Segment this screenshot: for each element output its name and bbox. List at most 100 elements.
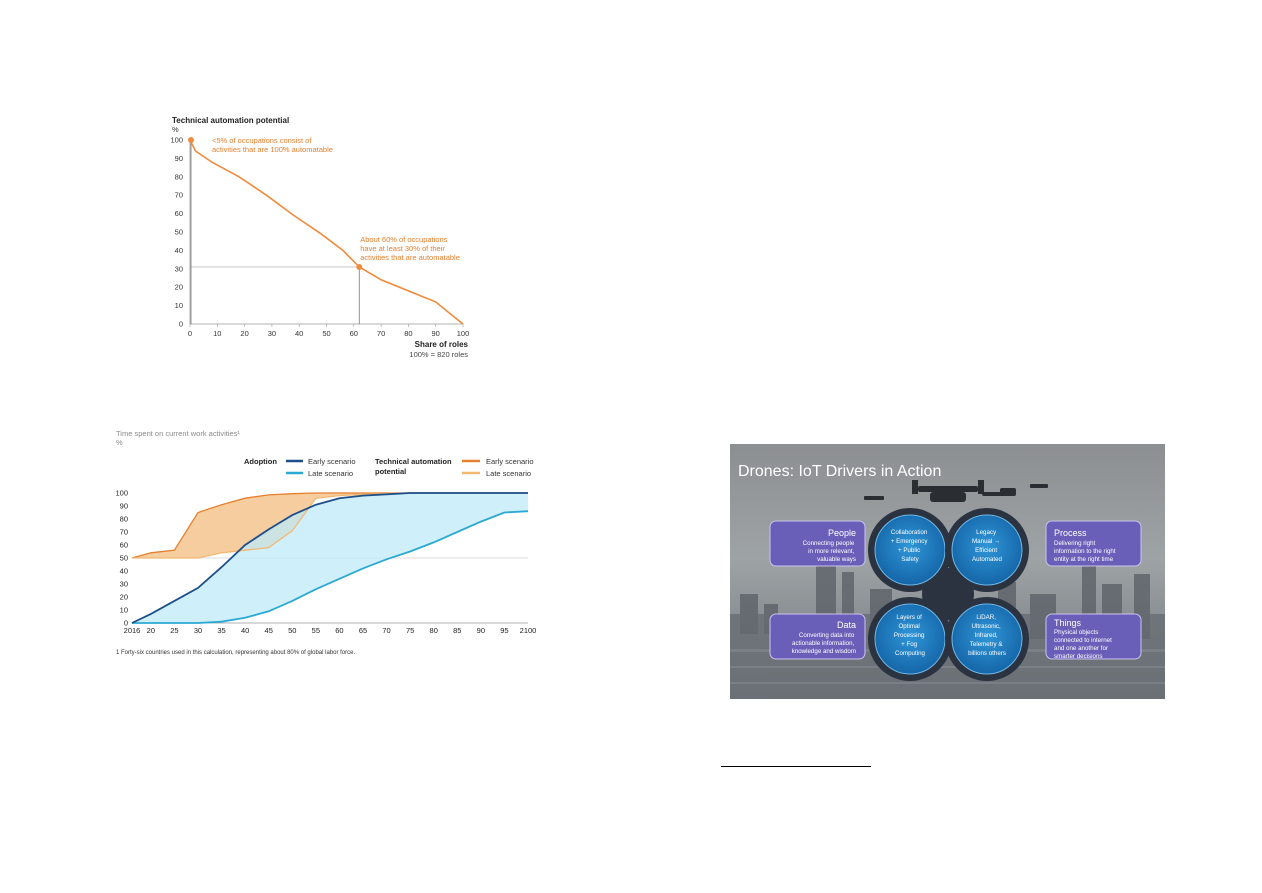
driver-box-things: Things Physical objects connected to int…: [1045, 613, 1142, 660]
y-tick-label: 0: [179, 320, 183, 329]
driver-box-data: Data Converting data into actionable inf…: [769, 613, 866, 660]
figure-title: Drones: IoT Drivers in Action: [738, 463, 941, 480]
chart-footnote: 1 Forty-six countries used in this calcu…: [116, 650, 355, 656]
adoption-band: [132, 493, 528, 623]
automation-potential-chart: Technical automation potential % 0 10 20 30…: [170, 116, 469, 359]
driver-title-people: People: [828, 528, 856, 538]
x-tick-label: 95: [500, 626, 508, 635]
legend-adoption-early: Early scenario: [308, 457, 356, 466]
chart-title: Technical automation potential: [172, 116, 289, 125]
y-tick-label: 30: [120, 580, 128, 589]
x-tick-label: 30: [194, 626, 202, 635]
y-tick-label: 20: [175, 283, 183, 292]
driver-box-process: Process Delivering right information to …: [1045, 520, 1142, 567]
chart-axes: 0 10 20 30 40 50 60 70 80 90 100 0 10 20 30 40 50 60 70 80 9…: [170, 136, 469, 339]
y-tick-label: 90: [120, 502, 128, 511]
x-tick-label: 80: [430, 626, 438, 635]
y-axis-unit: %: [172, 125, 179, 134]
chart-title: Time spent on current work activities¹: [116, 429, 240, 438]
y-axis-unit: %: [116, 438, 123, 447]
rotor-text-processing: Layers of Optimal Processing + Fog Compu…: [894, 614, 926, 657]
x-tick-label: 70: [377, 329, 385, 338]
x-tick-label: 0: [188, 329, 192, 338]
legend-tap-late: Late scenario: [486, 469, 531, 478]
legend-adoption-late: Late scenario: [308, 469, 353, 478]
y-tick-label: 50: [120, 554, 128, 563]
legend-tap-label: Technical automation potential: [375, 457, 454, 476]
series-adoption-late-line: [132, 510, 529, 624]
y-tick-label: 70: [120, 528, 128, 537]
automation-curve: [189, 139, 464, 325]
y-tick-label: 50: [175, 228, 183, 237]
x-tick-label: 90: [477, 626, 485, 635]
y-tick-label: 70: [175, 191, 183, 200]
x-tick-label: 55: [312, 626, 320, 635]
chart-annotations: <5% of occupations consist of activities …: [212, 136, 460, 262]
x-tick-label: 50: [322, 329, 330, 338]
x-tick-label: 90: [432, 329, 440, 338]
x-tick-label: 2100: [520, 626, 537, 635]
automation-potential-band: [132, 493, 528, 558]
x-tick-label: 35: [217, 626, 225, 635]
x-axis-note: 100% = 820 roles: [409, 350, 468, 359]
driver-text-people: Connecting people in more relevant, valu…: [803, 540, 856, 563]
driver-text-process: Delivering right information to the righ…: [1054, 540, 1117, 563]
chart-legend: Adoption Early scenario Late scenario Te…: [244, 457, 534, 478]
x-tick-label: 100: [457, 329, 470, 338]
footnote-separator: [721, 766, 871, 767]
legend-adoption-label: Adoption: [244, 457, 277, 466]
x-tick-label: 60: [350, 329, 358, 338]
drones-iot-figure: Drones: IoT Drivers in Action Collaborat…: [730, 444, 1165, 699]
x-tick-label: 20: [240, 329, 248, 338]
y-tick-label: 100: [170, 136, 183, 145]
reference-lines: [190, 140, 360, 324]
y-tick-label: 80: [120, 515, 128, 524]
x-tick-label: 80: [404, 329, 412, 338]
y-tick-label: 30: [175, 264, 183, 273]
annotation-100-percent: <5% of occupations consist of activities …: [212, 136, 333, 154]
x-tick-label: 85: [453, 626, 461, 635]
x-tick-label: 65: [359, 626, 367, 635]
point-60-percent: [356, 263, 363, 270]
series-adoption-early-line: [131, 492, 528, 624]
y-tick-label: 0: [124, 619, 128, 628]
x-tick-label: 50: [288, 626, 296, 635]
y-tick-label: 10: [175, 301, 183, 310]
legend-tap-early: Early scenario: [486, 457, 534, 466]
driver-text-things: Physical objects connected to internet a…: [1054, 629, 1114, 660]
rotor-text-sensors: LiDAR, Ultrasonic, Infrared, Telemetry &…: [968, 614, 1006, 657]
driver-text-data: Converting data into actionable informat…: [792, 632, 856, 655]
y-tick-label: 40: [175, 246, 183, 255]
y-tick-label: 20: [120, 593, 128, 602]
driver-title-process: Process: [1054, 528, 1087, 538]
x-tick-label: 2016: [124, 626, 141, 635]
driver-title-things: Things: [1054, 618, 1082, 628]
driver-title-data: Data: [837, 620, 856, 630]
x-tick-label: 45: [265, 626, 273, 635]
adoption-scenarios-chart: Time spent on current work activities¹ %…: [115, 429, 537, 656]
rotor-top-left: Collaboration + Emergency + Public Safet…: [868, 508, 952, 592]
x-tick-label: 40: [295, 329, 303, 338]
rotor-text-legacy: Legacy Manual → Efficient Automated: [972, 529, 1002, 563]
y-tick-label: 90: [175, 154, 183, 163]
rotor-bottom-left: Layers of Optimal Processing + Fog Compu…: [868, 597, 952, 681]
annotation-60-percent: About 60% of occupations have at least 30…: [360, 235, 460, 262]
x-tick-label: 40: [241, 626, 249, 635]
x-tick-label: 25: [170, 626, 178, 635]
drone-silhouettes: [864, 480, 1048, 502]
y-tick-label: 40: [120, 567, 128, 576]
y-tick-label: 80: [175, 172, 183, 181]
series-tap-early-line: [131, 492, 528, 559]
y-tick-label: 60: [175, 209, 183, 218]
y-tick-label: 60: [120, 541, 128, 550]
rotor-bottom-right: LiDAR, Ultrasonic, Infrared, Telemetry &…: [945, 597, 1029, 681]
x-axis-label: Share of roles: [415, 340, 469, 349]
point-100-percent: [188, 137, 194, 143]
y-tick-label: 10: [120, 606, 128, 615]
x-tick-label: 70: [382, 626, 390, 635]
x-tick-label: 60: [335, 626, 343, 635]
x-tick-label: 10: [213, 329, 221, 338]
x-tick-label: 20: [147, 626, 155, 635]
rotor-top-right: Legacy Manual → Efficient Automated: [945, 508, 1029, 592]
x-tick-label: 75: [406, 626, 414, 635]
